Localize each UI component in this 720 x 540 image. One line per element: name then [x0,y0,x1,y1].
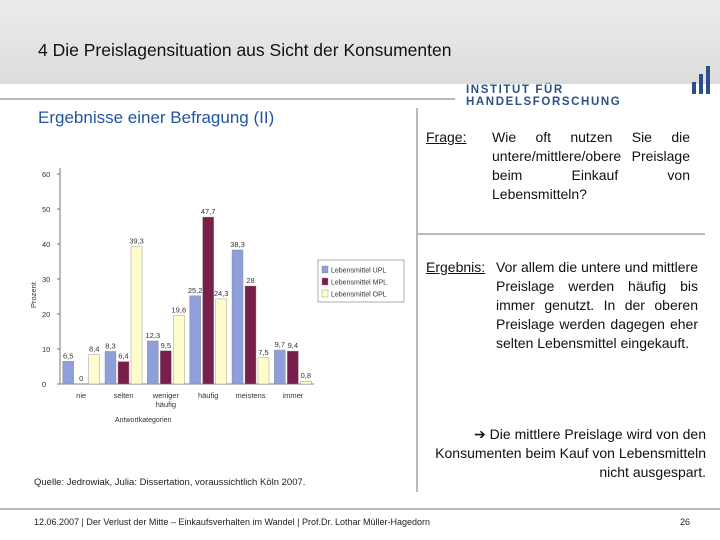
y-tick-label: 40 [42,240,50,249]
result-block: Ergebnis: Vor allem die untere und mittl… [426,258,698,351]
question-text: Wie oft nutzen Sie die untere/mittlere/o… [492,129,690,202]
bar-3-2 [130,246,143,385]
conclusion-block: ➔ Die mittlere Preislage wird von den Ko… [428,425,706,482]
data-label: 9,7 [275,340,285,349]
x-axis-label: Antwortkategorien [115,417,172,424]
bar-3-5 [257,357,270,385]
bar-1-5 [231,249,244,385]
source-note: Quelle: Jedrowiak, Julia: Dissertation, … [34,477,306,488]
legend-label-1: Lebensmittel UPL [331,268,386,275]
data-label: 12,3 [146,331,161,340]
data-label: 39,3 [129,236,144,245]
bar-2-3 [160,350,172,385]
data-label: 9,5 [161,341,171,350]
x-tick-label: immer [282,391,303,400]
y-tick-label: 10 [42,345,50,354]
bar-2-5 [244,285,257,385]
bar-1-3 [147,340,159,385]
bar-3-3 [173,315,185,385]
bar-3-1 [88,354,100,385]
bar-2-6 [287,350,299,385]
data-label: 0,8 [301,371,311,380]
bar-chart-svg: 0 10 20 30 40 50 60 Prozent 6,5 0 8,4 nie 8,36,4 39,3… [29,168,405,424]
arrow-right-icon: ➔ [474,426,486,442]
data-label: 8,3 [105,341,115,350]
legend-box [317,259,405,303]
horizontal-divider [418,233,705,235]
y-tick-label: 60 [42,170,50,179]
x-tick-label: nie [76,391,86,400]
result-label: Ergebnis: [426,259,486,275]
y-tick-label: 20 [42,310,50,319]
data-label: 6,5 [63,351,73,360]
institute-brand: INSTITUT FÜR HANDELSFORSCHUNG [466,84,622,108]
page-number: 26 [680,517,691,527]
question-label: Frage: [426,129,467,145]
data-label: 28 [246,276,254,285]
x-tick-label: weniger häufig [152,391,180,409]
y-tick-label: 30 [42,275,50,284]
bar-3-4 [215,298,227,385]
legend-swatch-3 [321,289,329,298]
data-label: 24,3 [214,289,229,298]
bar-2-4 [202,216,214,385]
legend-swatch-2 [321,277,329,286]
legend-label-2: Lebensmittel MPL [331,280,387,287]
x-tick-label: selten [113,391,133,400]
header-divider [0,98,455,100]
bar-1-4 [189,295,201,385]
bar-2-2 [117,361,130,385]
title-bar [0,0,720,84]
data-label: 9,4 [288,341,298,350]
page-title: 4 Die Preislagensituation aus Sicht der … [38,40,452,60]
x-tick-label: häufig [198,391,218,400]
bar-3-6 [300,380,312,385]
x-tick-label: meistens [235,391,265,400]
data-label: 0 [79,374,83,383]
institute-logo-icon [692,66,710,94]
data-label: 25,2 [188,286,203,295]
survey-chart: 0 10 20 30 40 50 60 Prozent 6,5 0 8,4 nie 8,3 6,4 39,3… [22,160,412,440]
bar-1-1 [62,361,74,385]
data-label: 7,5 [258,348,268,357]
data-label: 47,7 [201,207,216,216]
y-tick-label: 50 [42,205,50,214]
result-text: Vor allem die untere und mittlere Preisl… [496,259,698,351]
bar-1-6 [274,349,286,385]
footer-divider [0,508,720,510]
data-label: 38,3 [230,240,245,249]
conclusion-text: Die mittlere Preislage wird von den Kons… [435,426,706,480]
question-block: Frage: Wie oft nutzen Sie die untere/mit… [426,128,690,202]
bar-1-2 [104,351,117,385]
footer-text: 12.06.2007 | Der Verlust der Mitte – Ein… [34,517,431,527]
data-label: 19,6 [172,305,187,314]
vertical-divider [416,108,418,492]
section-subtitle: Ergebnisse einer Befragung (II) [38,108,275,127]
data-label: 6,4 [118,352,128,361]
data-label: 8,4 [89,345,99,354]
legend-swatch-1 [321,265,329,274]
y-tick-label: 0 [42,380,46,389]
y-axis-label: Prozent [29,281,38,308]
legend-label-3: Lebensmittel OPL [331,292,387,299]
